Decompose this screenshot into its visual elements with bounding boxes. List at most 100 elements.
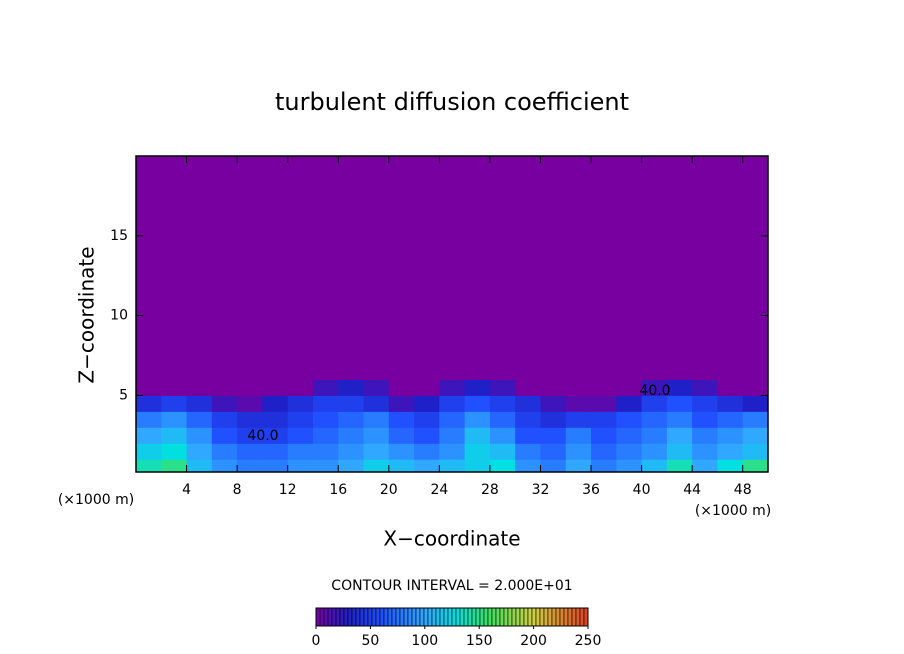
field-cell <box>414 156 440 380</box>
colorbar-swatch <box>447 607 453 627</box>
field-cell <box>237 395 263 412</box>
field-cell <box>540 379 567 396</box>
field-cell <box>161 411 188 428</box>
field-cell <box>287 411 314 428</box>
colorbar-swatch <box>375 607 381 627</box>
colorbar-swatch <box>431 607 437 627</box>
x-tick-label: 20 <box>380 482 398 498</box>
colorbar-swatch <box>407 607 413 627</box>
contour-interval: CONTOUR INTERVAL = 2.000E+01 <box>331 578 572 594</box>
field-cell <box>666 411 693 428</box>
field-cell <box>717 443 744 460</box>
field-cell <box>641 427 668 444</box>
colorbar-swatch <box>531 607 537 627</box>
colorbar-swatch <box>351 607 357 627</box>
field-cell <box>641 395 668 412</box>
field-cell <box>591 427 617 444</box>
colorbar-swatch <box>563 607 569 627</box>
field-cell <box>363 156 390 380</box>
field-cell <box>742 156 769 380</box>
field <box>136 156 769 473</box>
field-cell <box>363 443 390 460</box>
field-cell <box>161 156 188 380</box>
field-cell <box>388 411 415 428</box>
field-cell <box>262 443 289 460</box>
colorbar-swatch <box>519 607 525 627</box>
field-cell <box>338 427 365 444</box>
colorbar-swatch <box>499 607 505 627</box>
field-cell <box>363 379 390 396</box>
field-cell <box>287 379 314 396</box>
field-cell <box>464 411 491 428</box>
field-cell <box>439 427 466 444</box>
field-cell <box>237 411 263 428</box>
colorbar-swatch <box>419 607 425 627</box>
field-cell <box>312 379 339 396</box>
colorbar-swatch <box>395 607 401 627</box>
x-unit: (×1000 m) <box>695 503 771 519</box>
field-cell <box>616 459 643 473</box>
field-cell <box>616 395 643 412</box>
field-cell <box>237 459 263 473</box>
field-cell <box>742 427 769 444</box>
x-tick-label: 36 <box>582 482 600 498</box>
field-cell <box>414 427 440 444</box>
field-cell <box>262 395 289 412</box>
colorbar-swatch <box>347 607 353 627</box>
field-cell <box>414 443 440 460</box>
field-cell <box>211 411 238 428</box>
colorbar-swatch <box>403 607 409 627</box>
field-cell <box>388 443 415 460</box>
y-tick-label: 10 <box>110 308 128 324</box>
field-cell <box>211 459 238 473</box>
colorbar-swatch <box>539 607 545 627</box>
field-cell <box>717 156 744 380</box>
field-cell <box>464 459 491 473</box>
y-tick-label: 15 <box>110 228 128 244</box>
field-cell <box>540 395 567 412</box>
field-cell <box>287 156 314 380</box>
colorbar-swatch <box>567 607 573 627</box>
field-cell <box>262 156 289 380</box>
field-cell <box>515 395 541 412</box>
field-cell <box>540 156 567 380</box>
field-cell <box>489 459 516 473</box>
x-tick-label: 32 <box>532 482 550 498</box>
colorbar-swatch <box>423 607 429 627</box>
colorbar-swatch <box>315 607 321 627</box>
field-cell <box>338 379 365 396</box>
field-cell <box>464 379 491 396</box>
x-tick-label: 12 <box>279 482 297 498</box>
field-cell <box>540 443 567 460</box>
field-cell <box>237 156 263 380</box>
colorbar-swatch <box>319 607 325 627</box>
field-cell <box>565 395 592 412</box>
field-cell <box>692 395 718 412</box>
x-tick-label: 24 <box>430 482 448 498</box>
colorbar-swatch <box>371 607 377 627</box>
y-axis-label: Z−coordinate <box>75 246 99 383</box>
field-cell <box>717 459 744 473</box>
field-cell <box>186 411 213 428</box>
colorbar-swatch <box>467 607 473 627</box>
field-cell <box>363 395 390 412</box>
colorbar-swatch <box>359 607 365 627</box>
colorbar-swatch <box>355 607 361 627</box>
field-cell <box>439 459 466 473</box>
colorbar-swatch <box>547 607 553 627</box>
field-cell <box>666 156 693 380</box>
field-cell <box>717 395 744 412</box>
field-cell <box>312 395 339 412</box>
field-cell <box>439 411 466 428</box>
field-cell <box>136 427 162 444</box>
field-cell <box>489 427 516 444</box>
field-cell <box>439 156 466 380</box>
colorbar-swatch <box>335 607 341 627</box>
colorbar-swatch <box>491 607 497 627</box>
field-cell <box>717 411 744 428</box>
x-tick-label: 8 <box>233 482 242 498</box>
field-cell <box>211 443 238 460</box>
colorbar-swatch <box>495 607 501 627</box>
field-cell <box>616 443 643 460</box>
field-cell <box>565 427 592 444</box>
